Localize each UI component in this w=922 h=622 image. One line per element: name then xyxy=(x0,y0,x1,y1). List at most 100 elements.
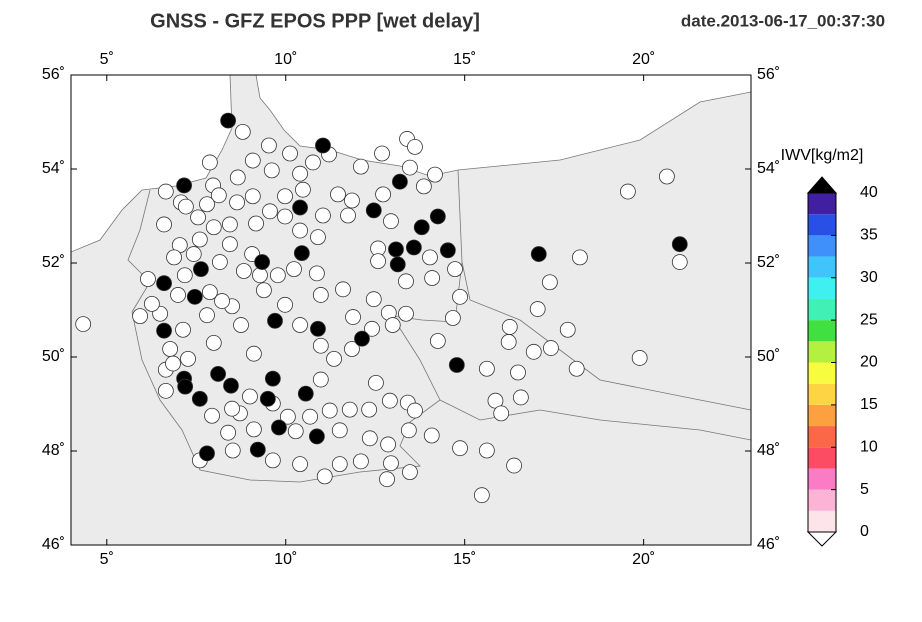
station-marker xyxy=(658,168,675,185)
station-marker xyxy=(398,273,414,290)
station-marker xyxy=(223,377,239,394)
colorbar-tick-label: 25 xyxy=(860,311,878,328)
station-marker xyxy=(452,288,468,305)
station-marker xyxy=(75,316,92,333)
station-marker xyxy=(264,452,281,469)
station-marker xyxy=(310,229,326,246)
colorbar-tick-label: 30 xyxy=(860,269,878,286)
station-marker xyxy=(326,350,342,367)
y-tick-label: 50˚ xyxy=(42,348,65,365)
colorbar-tick-label: 5 xyxy=(860,481,869,498)
x-tick-label: 20˚ xyxy=(632,51,655,68)
station-marker xyxy=(447,261,463,278)
station-marker xyxy=(279,408,296,425)
y-tick-label: 50˚ xyxy=(757,348,780,365)
station-marker xyxy=(190,209,206,226)
station-marker xyxy=(287,423,304,440)
station-marker xyxy=(157,382,174,399)
station-marker xyxy=(214,293,230,309)
station-marker xyxy=(224,442,241,459)
x-tick-label: 15˚ xyxy=(453,551,476,568)
station-marker xyxy=(269,267,286,284)
station-marker xyxy=(427,166,443,183)
station-marker xyxy=(330,186,346,203)
station-marker xyxy=(384,317,401,333)
station-marker xyxy=(510,364,526,381)
colorbar-band xyxy=(808,447,836,469)
station-marker xyxy=(402,159,418,176)
station-marker xyxy=(267,312,283,329)
colorbar-band xyxy=(808,510,836,532)
station-marker xyxy=(222,236,238,253)
station-marker xyxy=(312,337,329,354)
colorbar-band xyxy=(808,298,836,321)
station-marker xyxy=(185,246,202,262)
station-marker xyxy=(244,152,261,169)
station-marker xyxy=(261,137,277,154)
station-marker xyxy=(423,427,440,444)
y-tick-label: 46˚ xyxy=(757,536,780,553)
y-tick-label: 54˚ xyxy=(42,160,65,177)
station-marker xyxy=(235,263,252,279)
station-marker xyxy=(282,145,298,162)
station-marker xyxy=(245,345,262,362)
station-marker xyxy=(186,288,203,305)
station-marker xyxy=(473,487,490,504)
chart-title: GNSS - GFZ EPOS PPP [wet delay] xyxy=(150,10,480,32)
station-marker xyxy=(295,181,311,198)
station-marker xyxy=(177,198,194,215)
station-marker xyxy=(381,392,398,409)
station-marker xyxy=(310,320,326,337)
x-tick-label: 10˚ xyxy=(274,51,297,68)
station-marker xyxy=(170,287,186,303)
colorbar-band xyxy=(808,277,836,299)
station-marker xyxy=(402,464,418,481)
station-marker xyxy=(157,183,174,200)
station-marker xyxy=(444,310,461,326)
station-marker xyxy=(340,207,356,224)
station-marker xyxy=(302,408,318,425)
station-marker xyxy=(478,442,495,459)
station-marker xyxy=(398,305,414,322)
station-marker xyxy=(210,366,226,382)
station-marker xyxy=(165,355,181,372)
station-marker xyxy=(256,282,272,299)
x-tick-label: 5˚ xyxy=(100,51,114,68)
station-marker xyxy=(177,378,194,395)
station-marker xyxy=(344,192,360,209)
station-marker xyxy=(341,401,358,418)
station-marker xyxy=(245,421,262,438)
station-marker xyxy=(242,388,258,405)
station-marker xyxy=(335,281,351,298)
y-tick-label: 56˚ xyxy=(757,66,780,83)
station-marker xyxy=(204,407,220,424)
station-marker xyxy=(277,188,293,205)
station-marker xyxy=(176,267,193,284)
station-marker xyxy=(244,188,261,205)
station-marker xyxy=(331,456,348,473)
colorbar-band xyxy=(808,193,836,215)
station-marker xyxy=(263,162,280,179)
colorbar-over xyxy=(806,176,838,194)
station-marker xyxy=(205,334,222,351)
station-marker xyxy=(201,284,218,301)
station-marker xyxy=(316,468,333,485)
station-marker xyxy=(175,321,191,338)
y-tick-label: 46˚ xyxy=(42,536,65,553)
colorbar-band xyxy=(808,214,836,236)
station-marker xyxy=(405,239,422,256)
station-marker xyxy=(312,371,329,388)
station-marker xyxy=(252,267,268,284)
station-marker xyxy=(364,320,380,337)
station-marker xyxy=(156,322,172,339)
station-marker xyxy=(439,242,456,259)
station-marker xyxy=(501,319,518,335)
station-marker xyxy=(572,249,588,266)
station-marker xyxy=(191,390,208,407)
station-marker xyxy=(368,374,384,391)
colorbar-band xyxy=(808,468,836,490)
colorbar-tick-label: 35 xyxy=(860,227,878,244)
station-marker xyxy=(478,360,495,377)
colorbar-under xyxy=(806,531,838,547)
